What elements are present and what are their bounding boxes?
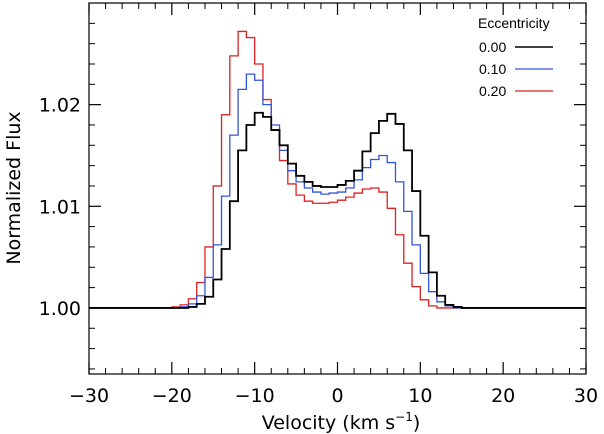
x-tick-label: 0 — [331, 385, 343, 407]
x-tick-label: −20 — [152, 385, 192, 407]
legend: Eccentricity 0.00 0.10 0.20 — [478, 15, 553, 99]
series-line-ecc-0-00 — [89, 111, 586, 309]
x-axis-title-main: Velocity (km s — [262, 412, 395, 434]
y-tick-label: 1.02 — [39, 95, 81, 117]
x-tick-label: 20 — [491, 385, 515, 407]
x-tick-label: 10 — [408, 385, 432, 407]
legend-label: 0.00 — [479, 39, 506, 55]
series-line-ecc-0-10 — [89, 73, 586, 309]
series-layer — [89, 30, 586, 309]
axis-ticks — [88, 2, 587, 374]
x-axis-title-close: ) — [413, 412, 420, 434]
legend-label: 0.10 — [479, 61, 506, 77]
y-tick-label: 1.01 — [39, 196, 81, 218]
legend-label: 0.20 — [479, 83, 506, 99]
y-axis-title: Normalized Flux — [3, 111, 25, 264]
tick-labels: −30 −20 −10 0 10 20 30 1.00 1.01 1.02 — [39, 95, 598, 407]
y-tick-label: 1.00 — [39, 298, 81, 320]
legend-title: Eccentricity — [478, 15, 550, 31]
plot-frame — [88, 2, 587, 375]
x-tick-label: −10 — [235, 385, 275, 407]
x-axis-title-exponent: −1 — [395, 410, 413, 424]
x-axis-title: Velocity (km s−1) — [262, 410, 421, 434]
x-tick-label: 30 — [574, 385, 598, 407]
x-tick-label: −30 — [69, 385, 109, 407]
